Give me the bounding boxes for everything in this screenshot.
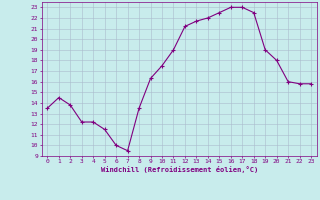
X-axis label: Windchill (Refroidissement éolien,°C): Windchill (Refroidissement éolien,°C) bbox=[100, 166, 258, 173]
